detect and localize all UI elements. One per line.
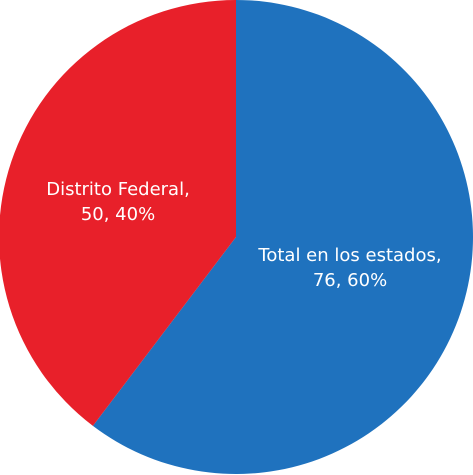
slice-category-label: Total en los estados, [257, 245, 441, 266]
slice-category-label: Distrito Federal, [46, 179, 190, 200]
slice-value-label: 50, 40% [81, 204, 155, 225]
pie-slice [92, 0, 473, 474]
slice-value-label: 76, 60% [313, 270, 387, 291]
pie-slice [0, 0, 236, 426]
